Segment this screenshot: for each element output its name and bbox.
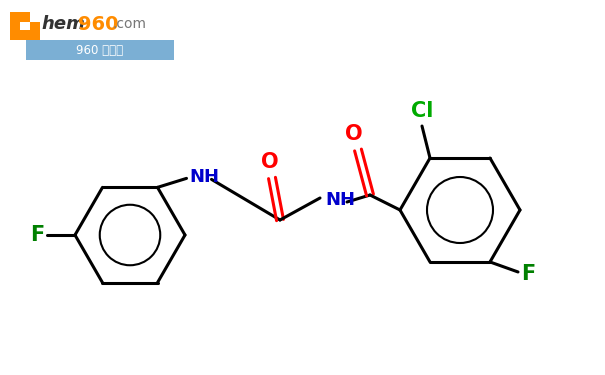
Text: 960 化工网: 960 化工网 <box>76 44 123 57</box>
FancyBboxPatch shape <box>8 8 178 66</box>
Polygon shape <box>20 22 30 30</box>
Text: Cl: Cl <box>411 101 433 121</box>
Text: F: F <box>521 264 535 284</box>
Text: F: F <box>30 225 44 245</box>
Text: O: O <box>261 152 279 172</box>
FancyBboxPatch shape <box>26 40 174 60</box>
Text: .com: .com <box>112 17 146 31</box>
Text: NH: NH <box>189 168 220 186</box>
Text: 960: 960 <box>78 15 119 33</box>
Text: NH: NH <box>325 191 355 209</box>
Text: O: O <box>345 124 363 144</box>
Text: hem: hem <box>41 15 85 33</box>
Polygon shape <box>10 12 40 40</box>
